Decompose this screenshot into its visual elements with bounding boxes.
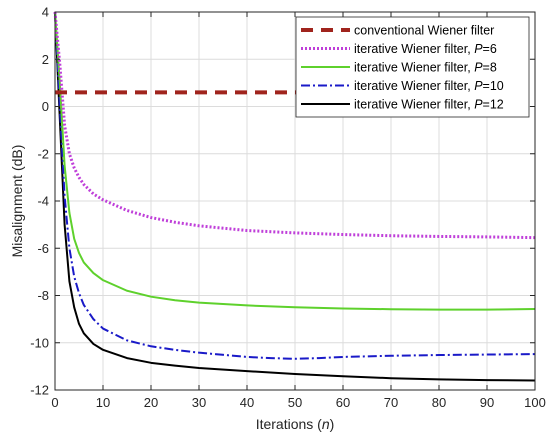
x-tick-label: 90 <box>480 395 494 410</box>
y-tick-label: -12 <box>30 383 49 398</box>
y-tick-label: 4 <box>42 5 49 20</box>
x-tick-label: 0 <box>51 395 58 410</box>
y-tick-labels: 4 2 0 -2 -4 -6 -8 -10 -12 <box>30 5 49 398</box>
legend: conventional Wiener filter iterative Wien… <box>295 16 530 118</box>
legend-label-var: P <box>474 79 483 93</box>
series-line-p10 <box>54 11 536 360</box>
legend-label-suffix: =8 <box>483 61 497 75</box>
legend-label-text: iterative Wiener filter, <box>354 61 474 75</box>
x-tick-label: 70 <box>384 395 398 410</box>
legend-label-suffix: =10 <box>483 79 504 93</box>
legend-label-text: iterative Wiener filter, <box>354 79 474 93</box>
y-tick-label: 2 <box>42 52 49 67</box>
x-tick-label: 60 <box>336 395 350 410</box>
y-axis-label: Misalignment (dB) <box>9 145 25 258</box>
legend-label-text: iterative Wiener filter, <box>354 98 474 112</box>
legend-label-var: P <box>474 98 483 112</box>
x-tick-label: 30 <box>192 395 206 410</box>
x-tick-label: 80 <box>432 395 446 410</box>
x-axis-label-var: n <box>322 416 330 432</box>
y-tick-label: -10 <box>30 335 49 350</box>
legend-label-suffix: =12 <box>483 98 504 112</box>
legend-label-text: iterative Wiener filter, <box>354 42 474 56</box>
series-line-p8 <box>54 11 536 311</box>
y-tick-label: -8 <box>37 288 49 303</box>
legend-label-suffix: =6 <box>483 42 497 56</box>
x-tick-label: 20 <box>144 395 158 410</box>
y-tick-label: -6 <box>37 241 49 256</box>
y-tick-label: -2 <box>37 146 49 161</box>
x-axis-label-text: Iterations ( <box>256 416 322 432</box>
legend-label: iterative Wiener filter, P=12 <box>354 98 504 112</box>
x-tick-label: 100 <box>524 395 546 410</box>
y-tick-label: -4 <box>37 194 49 209</box>
series-line-p6 <box>53 11 536 240</box>
x-tick-label: 50 <box>288 395 302 410</box>
legend-label: iterative Wiener filter, P=6 <box>354 42 497 56</box>
x-tick-label: 10 <box>96 395 110 410</box>
x-axis-label-close: ) <box>330 416 335 432</box>
legend-label: iterative Wiener filter, P=8 <box>354 61 497 75</box>
x-tick-label: 40 <box>240 395 254 410</box>
legend-label-var: P <box>474 42 483 56</box>
legend-label-text: conventional Wiener filter <box>354 24 494 38</box>
x-tick-labels: 0 10 20 30 40 50 60 70 80 90 100 <box>51 395 545 410</box>
tick-marks <box>54 11 536 391</box>
x-axis-label: Iterations (n) <box>256 416 335 432</box>
legend-label: conventional Wiener filter <box>354 24 494 38</box>
legend-label-var: P <box>474 61 483 75</box>
series-line-p12 <box>54 11 536 382</box>
legend-label: iterative Wiener filter, P=10 <box>354 79 504 93</box>
y-tick-label: 0 <box>42 99 49 114</box>
